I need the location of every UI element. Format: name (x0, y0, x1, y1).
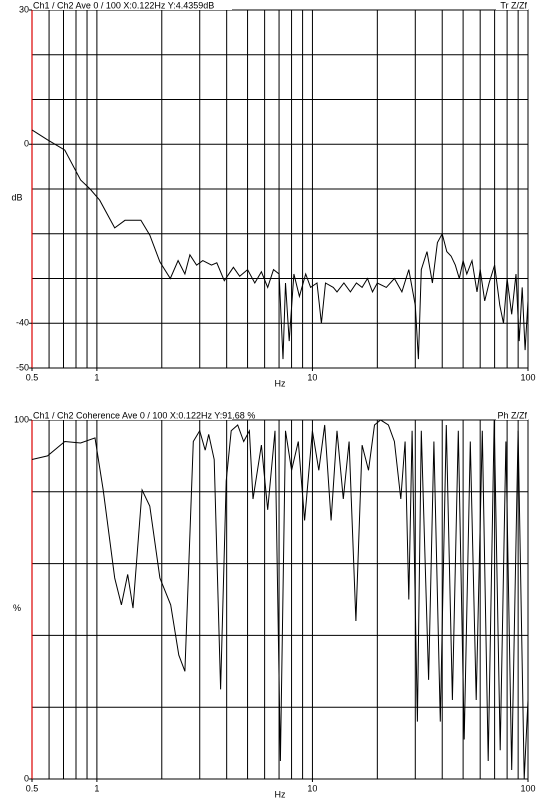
y-tick-label: -40 (16, 318, 29, 328)
x-tick-label: 100 (520, 372, 535, 382)
chart-title: Ch1 / Ch2 Coherence Ave 0 / 100 X:0.122H… (33, 410, 255, 420)
data-line (31, 129, 529, 360)
x-tick-label: 100 (520, 783, 535, 793)
x-tick-label: 0.5 (26, 783, 39, 793)
title-bg (32, 411, 232, 420)
x-tick-label: 10 (307, 372, 317, 382)
corner-bg (496, 1, 528, 10)
title-bg (32, 1, 232, 10)
y-axis-label: dB (11, 192, 22, 202)
y-tick-label: 30 (19, 4, 29, 14)
data-line (31, 419, 529, 780)
corner-bg (496, 411, 528, 420)
chart-title: Ch1 / Ch2 Ave 0 / 100 X:0.122Hz Y:4.4359… (33, 0, 214, 10)
x-tick-label: 10 (307, 783, 317, 793)
x-axis-label: Hz (275, 378, 286, 388)
y-axis-label: % (13, 603, 21, 613)
y-tick-label: 100 (14, 414, 29, 424)
y-tick-label: 0 (24, 773, 29, 783)
y-tick-label: -50 (16, 362, 29, 372)
y-tick-label: 0 (24, 139, 29, 149)
x-tick-label: 1 (94, 783, 99, 793)
corner-label: Ph Z/Zf (497, 410, 527, 420)
corner-label: Tr Z/Zf (500, 0, 527, 10)
x-tick-label: 0.5 (26, 372, 39, 382)
x-tick-label: 1 (94, 372, 99, 382)
x-axis-label: Hz (275, 789, 286, 799)
